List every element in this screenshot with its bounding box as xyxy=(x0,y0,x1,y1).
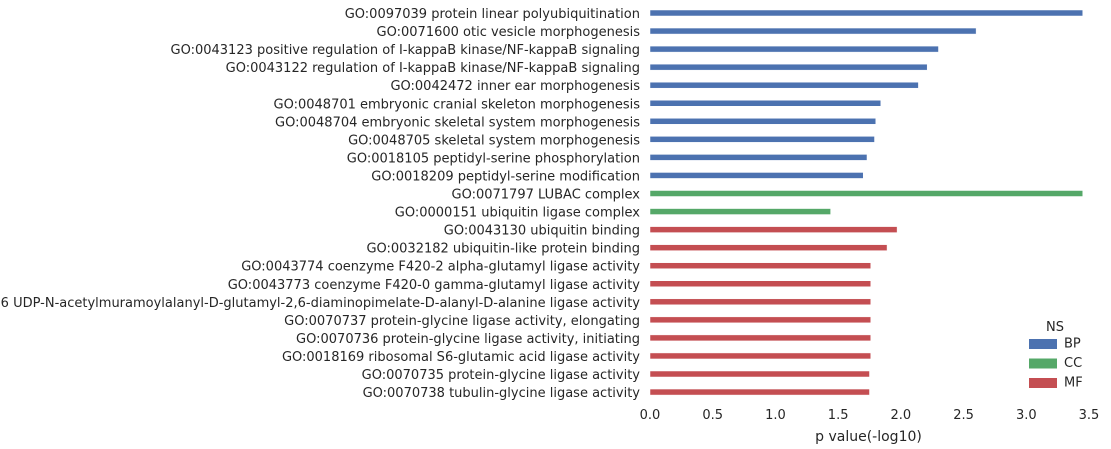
x-tick-label: 2.5 xyxy=(953,408,974,423)
legend-label-cc: CC xyxy=(1064,356,1082,371)
bar-bp xyxy=(649,27,977,35)
x-axis-title: p value(-log10) xyxy=(815,429,922,445)
category-label: GO:0042472 inner ear morphogenesis xyxy=(390,79,640,94)
bar-bp xyxy=(649,136,875,143)
category-label: GO:0018105 peptidyl-serine phosphorylati… xyxy=(347,151,640,166)
bars-group xyxy=(649,9,1083,396)
category-label: GO:0048704 embryonic skeletal system mor… xyxy=(275,115,640,130)
legend-swatch-bp xyxy=(1029,339,1057,349)
category-label: GO:0008766 UDP-N-acetylmuramoylalanyl-D-… xyxy=(0,296,640,311)
x-tick-label: 2.0 xyxy=(891,408,912,423)
bar-mf xyxy=(649,334,872,342)
legend-title: NS xyxy=(1046,320,1064,335)
bar-mf xyxy=(649,370,870,378)
bar-mf xyxy=(649,298,872,306)
category-label: GO:0097039 protein linear polyubiquitina… xyxy=(345,7,640,22)
bar-bp xyxy=(649,9,1083,17)
bar-mf xyxy=(649,226,898,233)
category-label: GO:0032182 ubiquitin-like protein bindin… xyxy=(366,242,640,257)
bar-bp xyxy=(649,81,919,89)
x-axis-ticks: 0.0 0.5 1.0 1.5 2.0 2.5 3.0 3.5 xyxy=(640,408,1100,423)
category-label: GO:0043773 coenzyme F420-0 gamma-glutamy… xyxy=(228,278,641,293)
bar-mf xyxy=(649,262,872,269)
legend-label-bp: BP xyxy=(1064,337,1081,352)
bar-cc xyxy=(649,208,831,215)
category-label: GO:0071600 otic vesicle morphogenesis xyxy=(377,25,641,40)
bar-cc xyxy=(649,190,1083,197)
x-tick-label: 1.0 xyxy=(765,408,786,423)
bar-mf xyxy=(649,244,888,251)
legend-swatch-cc xyxy=(1029,358,1057,369)
category-label: GO:0043130 ubiquitin binding xyxy=(444,224,640,239)
x-tick-label: 1.5 xyxy=(828,408,849,423)
category-label: GO:0018209 peptidyl-serine modification xyxy=(371,169,640,184)
category-label: GO:0043122 regulation of I-kappaB kinase… xyxy=(226,61,640,76)
category-label: GO:0048705 skeletal system morphogenesis xyxy=(348,133,640,148)
bar-bp xyxy=(649,118,877,125)
category-label: GO:0048701 embryonic cranial skeleton mo… xyxy=(274,97,641,112)
category-label: GO:0071797 LUBAC complex xyxy=(452,188,641,203)
x-tick-label: 3.5 xyxy=(1079,408,1100,423)
bar-bp xyxy=(649,63,928,71)
bar-bp xyxy=(649,100,882,107)
x-tick-label: 0.0 xyxy=(640,408,661,423)
category-label: GO:0070736 protein-glycine ligase activi… xyxy=(296,332,640,347)
bar-mf xyxy=(649,280,872,287)
category-label: GO:0018169 ribosomal S6-glutamic acid li… xyxy=(282,350,640,365)
category-labels: GO:0097039 protein linear polyubiquitina… xyxy=(0,7,640,401)
legend-label-mf: MF xyxy=(1064,376,1083,391)
bar-mf xyxy=(649,352,872,360)
legend: NS BP CC MF xyxy=(1029,320,1083,391)
bar-mf xyxy=(649,388,870,396)
legend-swatch-mf xyxy=(1029,378,1057,388)
category-label: GO:0043123 positive regulation of I-kapp… xyxy=(171,43,640,58)
bar-bp xyxy=(649,172,864,179)
x-tick-label: 3.0 xyxy=(1016,408,1037,423)
category-label: GO:0000151 ubiquitin ligase complex xyxy=(395,206,641,221)
category-label: GO:0070738 tubulin-glycine ligase activi… xyxy=(363,386,641,401)
category-label: GO:0070737 protein-glycine ligase activi… xyxy=(284,314,640,329)
category-label: GO:0043774 coenzyme F420-2 alpha-glutamy… xyxy=(241,260,640,275)
bar-mf xyxy=(649,316,872,324)
category-label: GO:0070735 protein-glycine ligase activi… xyxy=(362,368,641,383)
bar-bp xyxy=(649,154,868,161)
x-tick-label: 0.5 xyxy=(702,408,723,423)
bar-bp xyxy=(649,45,939,53)
